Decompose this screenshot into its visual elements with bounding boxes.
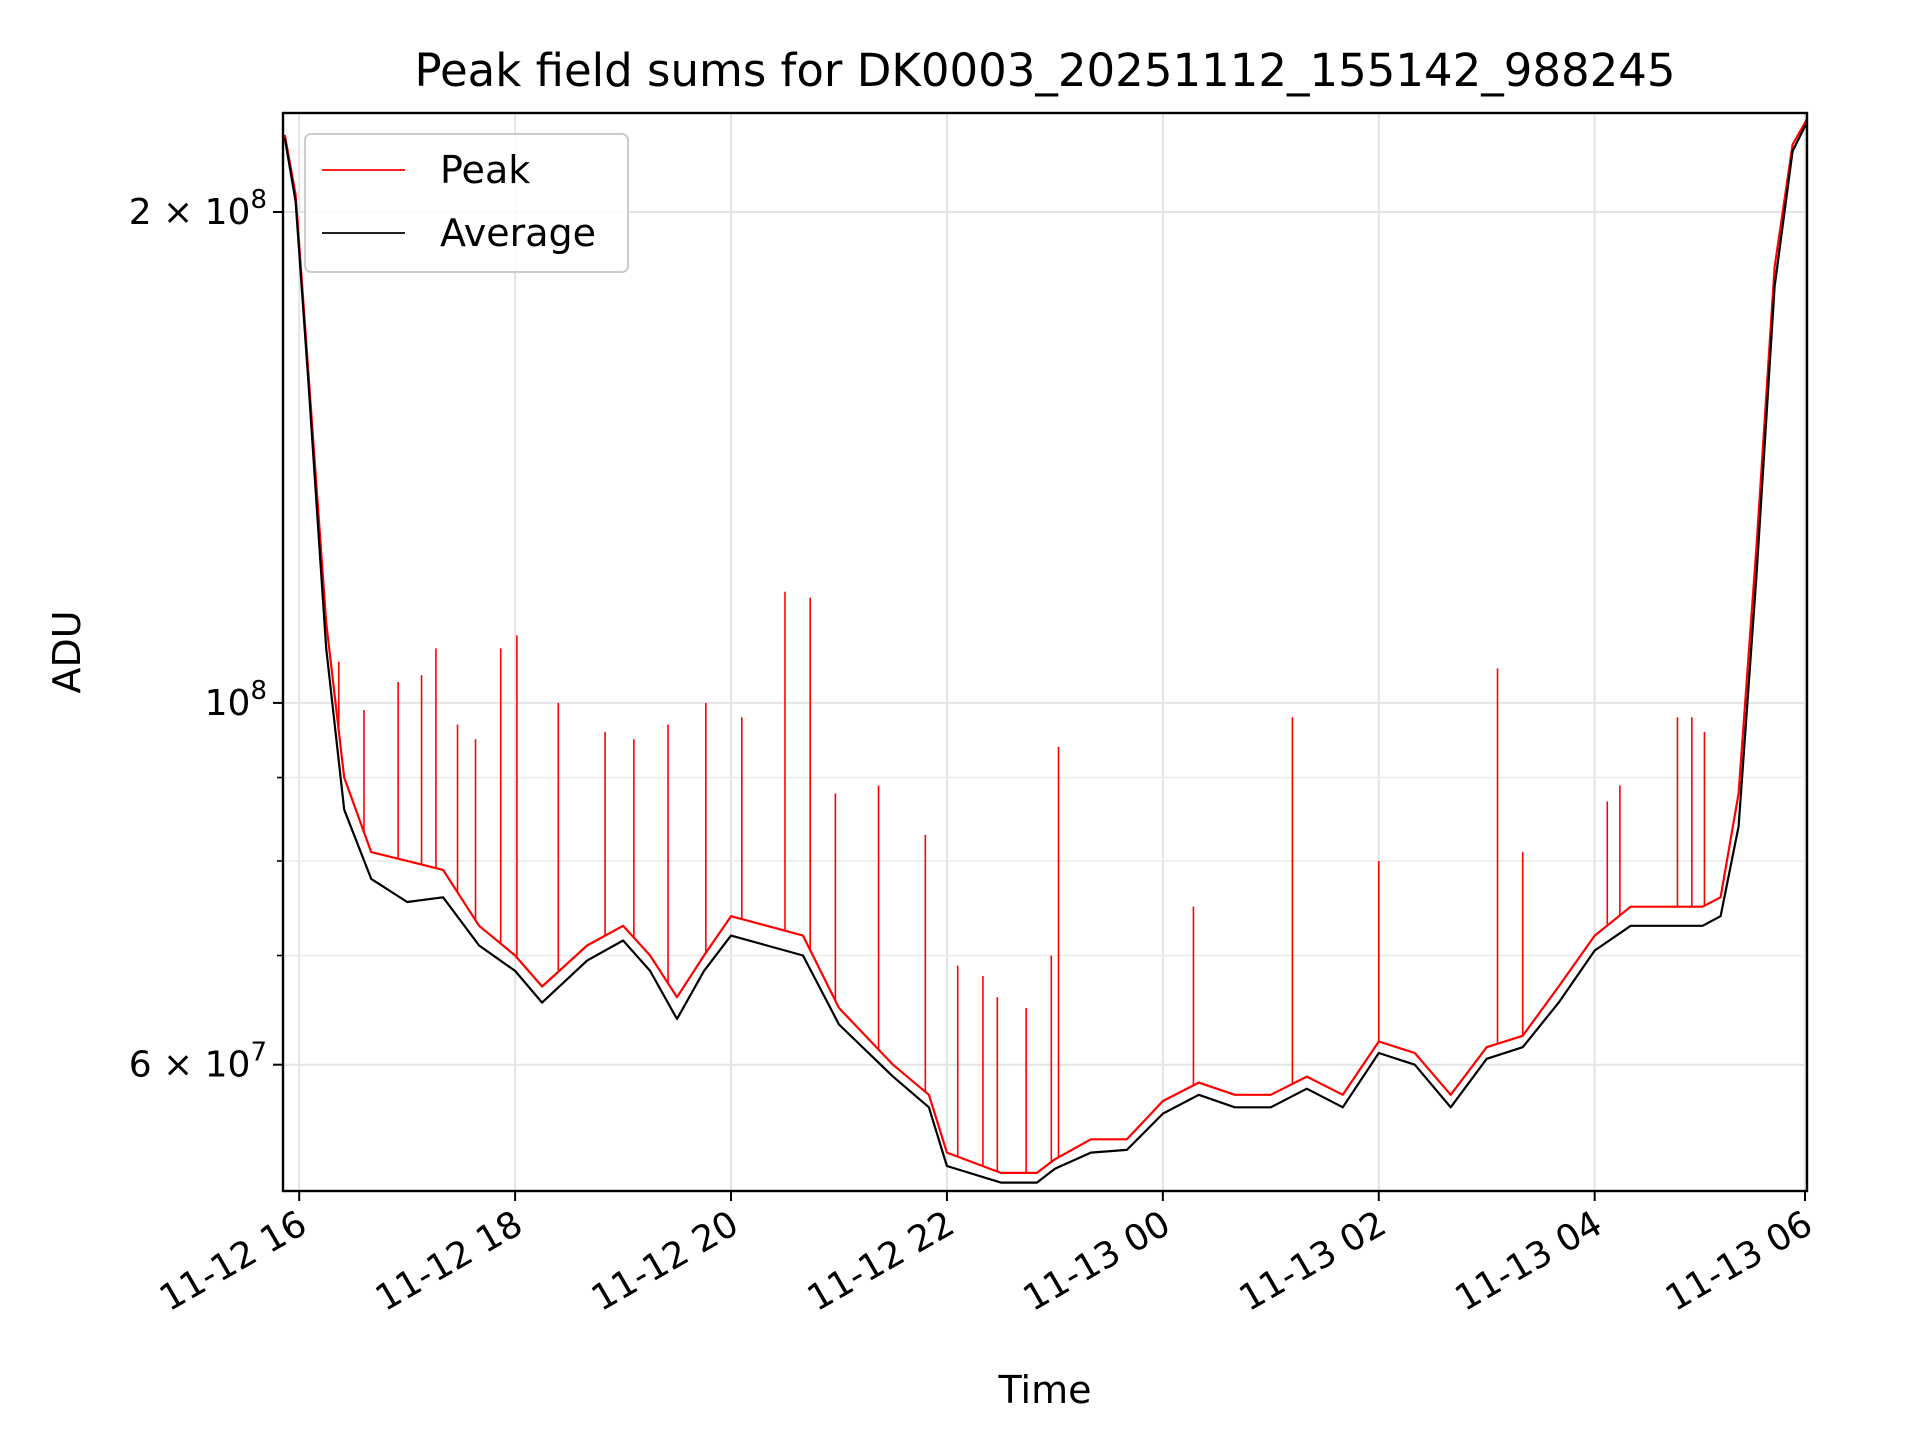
x-axis-label: Time — [998, 1368, 1092, 1412]
series-line-average — [283, 121, 1807, 1184]
y-tick-label: 108 — [205, 676, 267, 724]
plot-frame — [281, 111, 1809, 1193]
chart-title: Peak field sums for DK0003_20251112_1551… — [414, 44, 1675, 97]
series-line-peak — [283, 118, 1807, 1174]
y-tick-label: 2 × 108 — [129, 185, 267, 233]
legend: Peak Average — [304, 133, 629, 273]
y-tick-label: 6 × 107 — [129, 1038, 267, 1086]
y-axis-label: ADU — [45, 610, 89, 693]
legend-label-average: Average — [440, 211, 596, 255]
legend-box — [304, 133, 629, 273]
plot-data-layer — [283, 118, 1807, 1184]
legend-label-peak: Peak — [440, 148, 530, 192]
